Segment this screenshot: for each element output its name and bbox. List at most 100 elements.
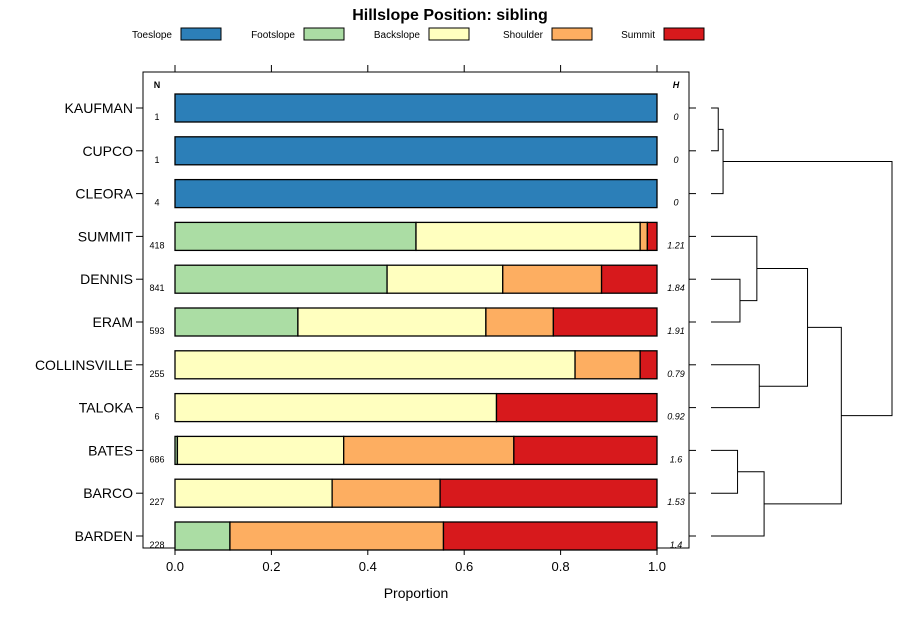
h-value: 0.79 bbox=[667, 369, 685, 379]
top-axis-ticks bbox=[174, 65, 658, 72]
dendrogram-branch bbox=[711, 107, 719, 152]
row-label-bates: BATES bbox=[88, 442, 133, 458]
dendrogram-branch bbox=[711, 449, 739, 494]
n-value: 6 bbox=[154, 412, 159, 422]
x-tick-label: 0.0 bbox=[166, 559, 184, 574]
bar-row-collinsville bbox=[174, 350, 658, 380]
dendrogram-branch bbox=[711, 278, 741, 323]
dendrogram-branch bbox=[723, 161, 893, 417]
x-axis-label: Proportion bbox=[384, 585, 449, 601]
dendrogram-branch bbox=[711, 364, 760, 409]
bar-segment-footslope bbox=[174, 221, 417, 252]
h-value: 1.91 bbox=[667, 326, 685, 336]
dendrogram-branch bbox=[756, 268, 809, 387]
bar-segment-shoulder bbox=[574, 350, 641, 380]
bar-row-dennis bbox=[174, 264, 658, 294]
bar-row-bates bbox=[174, 435, 658, 466]
legend-label-footslope: Footslope bbox=[251, 30, 295, 41]
x-tick-label: 0.4 bbox=[359, 559, 377, 574]
n-value: 686 bbox=[149, 454, 164, 464]
bar-row-taloka bbox=[174, 392, 658, 423]
bar-segment-shoulder bbox=[229, 521, 445, 551]
h-value: 1.53 bbox=[667, 497, 685, 507]
chart-title: Hillslope Position: sibling bbox=[352, 7, 548, 24]
bar-segment-shoulder bbox=[485, 307, 555, 337]
dendrogram-branch bbox=[764, 326, 842, 505]
bar-segment-toeslope bbox=[174, 93, 658, 123]
bar-segment-toeslope bbox=[174, 136, 658, 166]
legend-swatch-shoulder bbox=[551, 27, 593, 41]
row-label-cupco: CUPCO bbox=[82, 143, 133, 159]
row-label-kaufman: KAUFMAN bbox=[65, 100, 133, 116]
bar-row-barco bbox=[174, 478, 658, 508]
bar-row-barden bbox=[174, 521, 658, 551]
dendrogram-branch bbox=[711, 128, 724, 195]
bar-segment-backslope bbox=[297, 307, 487, 337]
h-value: 1.4 bbox=[670, 540, 683, 550]
x-axis: 0.0 0.2 0.4 0.6 0.8 1.0 bbox=[166, 548, 666, 574]
bar-row-cupco bbox=[174, 136, 658, 166]
h-value: 0 bbox=[673, 155, 678, 165]
n-value: 418 bbox=[149, 240, 164, 250]
bar-segment-summit bbox=[552, 307, 658, 337]
bar-segment-shoulder bbox=[331, 478, 441, 508]
row-label-summit: SUMMIT bbox=[78, 228, 134, 244]
row-labels: KAUFMAN CUPCO CLEORA SUMMIT DENNIS ERAM COLLIN… bbox=[35, 100, 696, 544]
bar-segment-backslope bbox=[174, 478, 333, 508]
x-tick-label: 0.6 bbox=[455, 559, 473, 574]
bar-segment-footslope bbox=[174, 521, 231, 551]
bar-segment-summit bbox=[442, 521, 658, 551]
h-value: 1.21 bbox=[667, 240, 685, 250]
bar-row-summit bbox=[174, 221, 658, 252]
legend-label-shoulder: Shoulder bbox=[503, 30, 544, 41]
n-value: 4 bbox=[154, 198, 159, 208]
dendrogram-branch bbox=[711, 235, 758, 302]
dendrogram-branch bbox=[711, 471, 765, 537]
h-header: H bbox=[673, 80, 680, 90]
bar-row-kaufman bbox=[174, 93, 658, 123]
bar-segment-footslope bbox=[174, 264, 388, 294]
bar-segment-summit bbox=[439, 478, 658, 508]
legend-swatch-footslope bbox=[303, 27, 345, 41]
row-label-barden: BARDEN bbox=[75, 528, 133, 544]
n-value: 1 bbox=[154, 112, 159, 122]
bar-segment-toeslope bbox=[174, 178, 658, 209]
legend: Toeslope Footslope Backslope Shoulder Summit bbox=[132, 27, 705, 41]
h-value: 0.92 bbox=[667, 412, 685, 422]
x-tick-label: 1.0 bbox=[648, 559, 666, 574]
h-value: 1.84 bbox=[667, 283, 685, 293]
bar-row-cleora bbox=[174, 178, 658, 209]
row-label-barco: BARCO bbox=[83, 485, 133, 501]
bar-segment-summit bbox=[646, 221, 658, 252]
bar-segment-summit bbox=[495, 392, 658, 423]
n-value: 255 bbox=[149, 369, 164, 379]
legend-swatch-toeslope bbox=[180, 27, 222, 41]
bars: 1 0 1 0 4 0 418 1.21 841 1.84 593 1.91 255 0.79 6 0.92 6… bbox=[149, 93, 685, 551]
dendrogram bbox=[711, 107, 893, 537]
n-value: 228 bbox=[149, 540, 164, 550]
legend-label-toeslope: Toeslope bbox=[132, 30, 172, 41]
row-label-taloka: TALOKA bbox=[79, 400, 134, 416]
h-value: 1.6 bbox=[670, 454, 683, 464]
n-value: 227 bbox=[149, 497, 164, 507]
bar-row-eram bbox=[174, 307, 658, 337]
legend-label-backslope: Backslope bbox=[374, 30, 421, 41]
bar-segment-backslope bbox=[415, 221, 641, 252]
row-label-dennis: DENNIS bbox=[80, 271, 133, 287]
h-value: 0 bbox=[673, 112, 678, 122]
bar-segment-backslope bbox=[174, 350, 576, 380]
x-tick-label: 0.8 bbox=[552, 559, 570, 574]
legend-swatch-summit bbox=[663, 27, 705, 41]
bar-segment-shoulder bbox=[639, 221, 649, 252]
x-tick-label: 0.2 bbox=[262, 559, 280, 574]
row-label-cleora: CLEORA bbox=[75, 186, 133, 202]
n-value: 1 bbox=[154, 155, 159, 165]
row-label-collinsville: COLLINSVILLE bbox=[35, 357, 133, 373]
bar-segment-shoulder bbox=[343, 435, 515, 466]
row-label-eram: ERAM bbox=[93, 314, 133, 330]
n-header: N bbox=[154, 80, 161, 90]
bar-segment-shoulder bbox=[502, 264, 603, 294]
bar-segment-backslope bbox=[176, 435, 345, 466]
bar-segment-backslope bbox=[174, 392, 498, 423]
